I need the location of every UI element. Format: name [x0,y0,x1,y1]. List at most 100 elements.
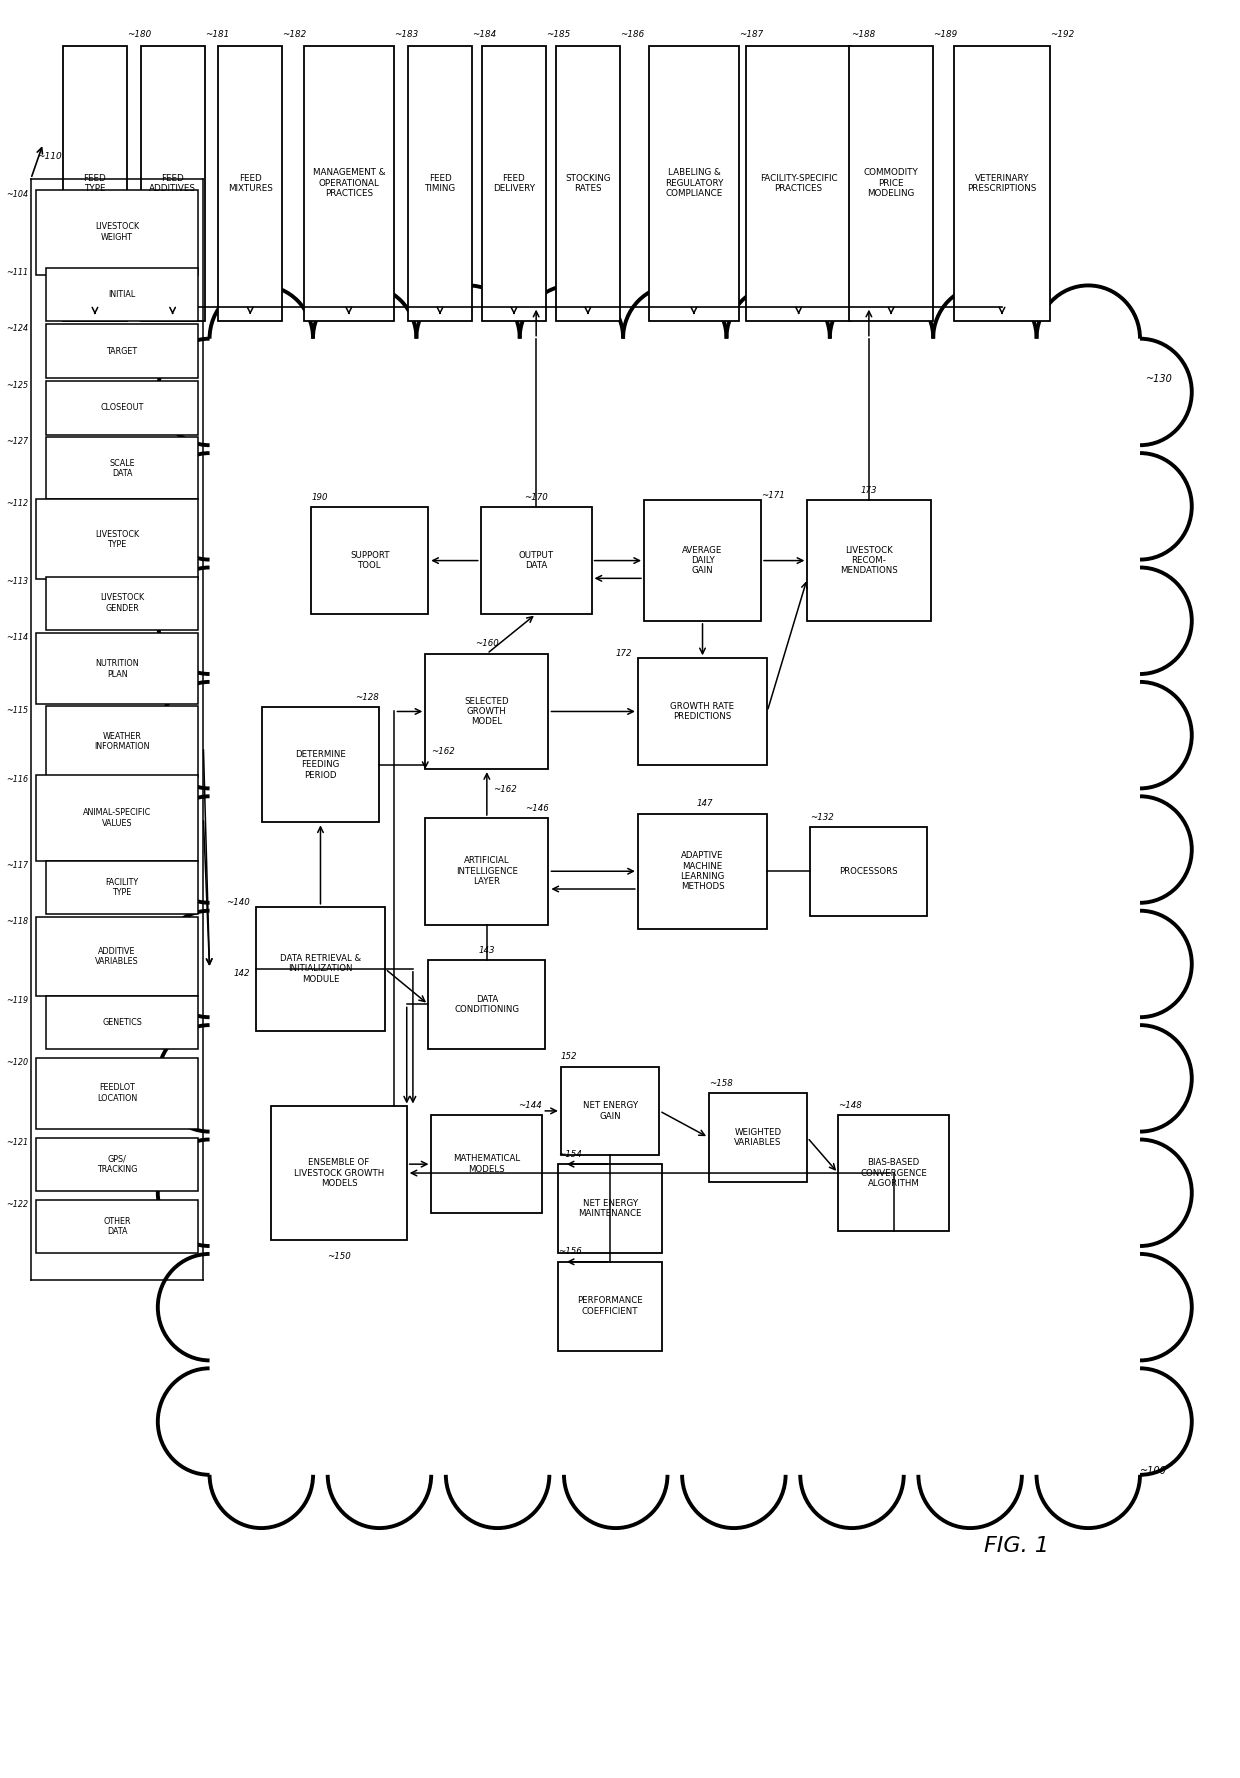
FancyBboxPatch shape [46,576,198,629]
FancyBboxPatch shape [838,1115,949,1230]
Text: ~127: ~127 [6,437,29,446]
FancyBboxPatch shape [63,46,126,320]
Text: ~100: ~100 [1140,1465,1167,1476]
FancyBboxPatch shape [637,814,768,928]
Text: FEEDLOT
LOCATION: FEEDLOT LOCATION [97,1083,138,1102]
Text: 147: 147 [697,800,713,809]
FancyBboxPatch shape [311,507,428,613]
Text: FEED
ADDITIVES: FEED ADDITIVES [149,174,196,194]
FancyBboxPatch shape [36,775,198,861]
FancyBboxPatch shape [46,437,198,500]
Text: ~158: ~158 [709,1079,733,1088]
FancyBboxPatch shape [46,996,198,1049]
Text: MATHEMATICAL
MODELS: MATHEMATICAL MODELS [454,1154,521,1173]
FancyBboxPatch shape [482,46,546,320]
Text: 172: 172 [615,649,631,658]
FancyBboxPatch shape [811,827,928,916]
Text: LABELING &
REGULATORY
COMPLIANCE: LABELING & REGULATORY COMPLIANCE [665,169,723,199]
Text: ~125: ~125 [6,380,29,391]
Text: ENSEMBLE OF
LIVESTOCK GROWTH
MODELS: ENSEMBLE OF LIVESTOCK GROWTH MODELS [294,1157,384,1188]
Text: ~113: ~113 [6,576,29,585]
Text: GROWTH RATE
PREDICTIONS: GROWTH RATE PREDICTIONS [671,702,734,722]
Text: OTHER
DATA: OTHER DATA [103,1216,131,1236]
FancyBboxPatch shape [36,1200,198,1253]
Text: 173: 173 [861,485,877,494]
Text: ~189: ~189 [932,30,957,39]
FancyBboxPatch shape [425,818,548,925]
FancyBboxPatch shape [709,1093,807,1182]
Text: FEED
MIXTURES: FEED MIXTURES [228,174,273,194]
FancyBboxPatch shape [432,1115,542,1213]
Text: ~104: ~104 [6,190,29,199]
Text: BIAS-BASED
CONVERGENCE
ALGORITHM: BIAS-BASED CONVERGENCE ALGORITHM [861,1157,928,1188]
FancyBboxPatch shape [428,960,546,1049]
Text: LIVESTOCK
RECOM-
MENDATIONS: LIVESTOCK RECOM- MENDATIONS [839,546,898,576]
Text: NUTRITION
PLAN: NUTRITION PLAN [95,660,139,679]
FancyBboxPatch shape [46,706,198,777]
FancyBboxPatch shape [36,1138,198,1191]
FancyBboxPatch shape [649,46,739,320]
Text: ~146: ~146 [525,804,548,813]
FancyBboxPatch shape [140,46,205,320]
Text: ANIMAL-SPECIFIC
VALUES: ANIMAL-SPECIFIC VALUES [83,809,151,829]
FancyBboxPatch shape [644,500,761,621]
Text: ~119: ~119 [6,996,29,1005]
Text: ~180: ~180 [126,30,151,39]
FancyBboxPatch shape [46,268,198,320]
FancyBboxPatch shape [481,507,591,613]
Text: ~148: ~148 [838,1101,862,1109]
Text: ~181: ~181 [205,30,229,39]
FancyBboxPatch shape [46,324,198,377]
Text: DATA RETRIEVAL &
INITIALIZATION
MODULE: DATA RETRIEVAL & INITIALIZATION MODULE [280,955,361,983]
Text: ~112: ~112 [6,500,29,509]
FancyBboxPatch shape [36,633,198,704]
Text: LIVESTOCK
TYPE: LIVESTOCK TYPE [95,530,139,549]
FancyBboxPatch shape [408,46,472,320]
FancyBboxPatch shape [36,916,198,996]
Text: 190: 190 [311,493,327,501]
Text: ADDITIVE
VARIABLES: ADDITIVE VARIABLES [95,946,139,965]
Text: ~160: ~160 [475,640,498,649]
Text: PROCESSORS: PROCESSORS [839,866,898,877]
FancyBboxPatch shape [46,861,198,914]
Text: FACILITY
TYPE: FACILITY TYPE [105,878,139,896]
Text: ~156: ~156 [558,1248,582,1257]
FancyBboxPatch shape [560,1067,660,1156]
Text: ~170: ~170 [525,493,548,501]
Text: NET ENERGY
GAIN: NET ENERGY GAIN [583,1101,637,1120]
Text: SELECTED
GROWTH
MODEL: SELECTED GROWTH MODEL [465,697,510,727]
FancyBboxPatch shape [807,500,930,621]
Text: 152: 152 [560,1053,578,1061]
Text: AVERAGE
DAILY
GAIN: AVERAGE DAILY GAIN [682,546,723,576]
Text: ~114: ~114 [6,633,29,642]
Text: CLOSEOUT: CLOSEOUT [100,404,144,412]
Text: PERFORMANCE
COEFFICIENT: PERFORMANCE COEFFICIENT [577,1296,644,1316]
Text: STOCKING
RATES: STOCKING RATES [565,174,610,194]
Text: ~171: ~171 [761,491,785,500]
Text: ~132: ~132 [811,813,835,821]
Text: ~192: ~192 [1050,30,1074,39]
Text: ~186: ~186 [620,30,645,39]
Text: ~110: ~110 [37,153,62,162]
Text: ~162: ~162 [494,784,517,793]
FancyBboxPatch shape [36,1058,198,1129]
Text: LIVESTOCK
WEIGHT: LIVESTOCK WEIGHT [95,222,139,242]
FancyBboxPatch shape [637,658,768,765]
FancyBboxPatch shape [849,46,932,320]
FancyBboxPatch shape [556,46,620,320]
Text: ~117: ~117 [6,861,29,869]
Text: ~111: ~111 [6,268,29,277]
Text: FIG. 1: FIG. 1 [985,1536,1049,1556]
Text: TARGET: TARGET [107,347,138,356]
Text: FEED
TYPE: FEED TYPE [83,174,107,194]
Text: ~120: ~120 [6,1058,29,1067]
Text: ~150: ~150 [327,1252,351,1261]
FancyBboxPatch shape [262,708,379,823]
Text: 143: 143 [479,946,495,955]
Text: ~162: ~162 [432,747,455,756]
FancyBboxPatch shape [36,190,198,276]
Text: ~115: ~115 [6,706,29,715]
FancyBboxPatch shape [36,500,198,580]
Bar [210,338,1140,1474]
Text: ARTIFICIAL
INTELLIGENCE
LAYER: ARTIFICIAL INTELLIGENCE LAYER [456,857,518,885]
